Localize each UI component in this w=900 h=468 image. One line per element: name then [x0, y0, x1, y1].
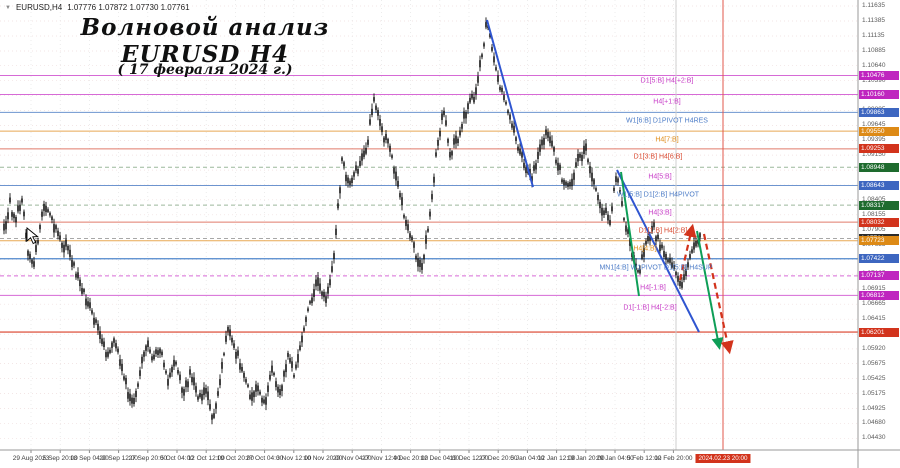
price-level-badge: 1.10160 [859, 90, 899, 99]
february-downtrend-line [616, 169, 700, 333]
price-tick-label: 1.04925 [862, 404, 886, 412]
wave-annotation: D1[3:B] H4[6:B] [633, 153, 683, 161]
time-axis-label: 12 Oct 12:00 [187, 455, 225, 462]
wave-annotation: H4[4:B] [633, 245, 657, 253]
wave-annotation: H4[3:B] [648, 209, 672, 217]
price-level-badge: 1.10476 [859, 71, 899, 81]
price-level-badge: 1.06812 [859, 290, 899, 300]
chart-title: Волновой анализ EURUSD H4 [80, 14, 330, 68]
wave-annotation: W1[5:B] D1[2:B] H4PIVOT [616, 191, 700, 199]
green-impulse-line [620, 171, 640, 297]
wave-annotation: H4[+1:B] [653, 98, 681, 106]
price-tick-label: 1.11385 [862, 17, 886, 24]
time-axis-label: 5 Oct 04:00 [160, 455, 194, 462]
time-axis-label: 5 Jan 04:00 [510, 455, 545, 462]
time-axis-label: 19 Dec 12:00 [449, 455, 489, 462]
price-level-badge: 1.06201 [859, 327, 899, 337]
symbol-ohlc-header: ▼ EURUSD,H4 1.07776 1.07872 1.07730 1.07… [5, 3, 190, 12]
symbol-period-label: EURUSD,H4 [15, 3, 63, 12]
price-tick-label: 1.06415 [862, 315, 886, 323]
time-axis-label: 20 Sep 12:00 [99, 455, 138, 462]
time-axis-label: 19 Oct 20:00 [216, 455, 255, 462]
price-tick-label: 1.11135 [862, 32, 885, 39]
price-tick-label: 1.05425 [862, 374, 886, 382]
time-axis-label: 12 Dec 04:00 [420, 455, 460, 462]
time-axis-label: 12 Jan 12:00 [537, 455, 576, 462]
chart-subtitle: ( 17 февраля 2024 г.) [117, 62, 293, 78]
red-forecast-arrow-up [678, 223, 697, 281]
price-level-badge: 1.07422 [859, 254, 899, 264]
time-axis-label: 19 Jan 20:00 [567, 455, 605, 462]
price-tick-label: 1.08155 [862, 210, 886, 218]
price-tick-label: 1.08405 [862, 195, 886, 203]
price-level-badge: 1.09550 [859, 126, 899, 136]
green-forecast-arrow [696, 230, 724, 350]
time-axis-highlight-badge: 2024.02.23 20:00 [695, 453, 751, 463]
wave-annotation: H4[5:B] [648, 173, 672, 181]
symbol-dropdown-icon[interactable]: ▼ [5, 4, 11, 11]
wave-annotation: D1[5:B] H4[+2:B] [640, 77, 694, 85]
time-axis-label: 4 Dec 20:00 [393, 455, 429, 462]
wave-annotation: H4[7:B] [655, 136, 679, 144]
wave-annotation: D1[1:B] H4[2:B] [638, 227, 688, 235]
time-axis-label: 10 Nov 20:00 [303, 455, 343, 462]
price-tick-label: 1.05175 [862, 389, 886, 397]
time-axis-label: 12 Feb 20:00 [654, 455, 693, 462]
price-tick-label: 1.11635 [862, 2, 886, 9]
price-tick-label: 1.10640 [862, 61, 886, 69]
price-tick-label: 1.04430 [862, 434, 886, 442]
price-tick-label: 1.06915 [862, 285, 886, 293]
price-level-badge: 1.07137 [859, 271, 899, 281]
ohlc-values: 1.07776 1.07872 1.07730 1.07761 [67, 3, 190, 12]
price-tick-label: 1.09645 [862, 121, 886, 129]
time-axis-label: 27 Dec 20:00 [478, 455, 518, 462]
price-level-badge: 1.07723 [859, 236, 899, 246]
price-tick-label: 1.10390 [862, 76, 886, 84]
price-level-badge: 1.08948 [859, 162, 899, 172]
wave-annotation: MN1[4:B] W1PIVOT D1[5:B] H4SUP [599, 264, 713, 272]
price-tick-label: 1.06665 [862, 300, 886, 308]
time-axis-label: 29 Jan 04:00 [596, 455, 634, 462]
time-axis-label: 27 Sep 20:00 [128, 455, 168, 462]
candlestick-series [3, 17, 701, 425]
time-axis-label: 20 Nov 04:00 [332, 455, 372, 462]
time-axis-label: 5 Sep 20:00 [42, 455, 78, 462]
december-downtrend-line [486, 19, 534, 188]
price-tick-label: 1.07905 [862, 225, 886, 233]
time-axis-label: 27 Nov 12:00 [362, 455, 401, 462]
price-tick-label: 1.09150 [862, 151, 886, 159]
price-tick-label: 1.05675 [862, 359, 886, 367]
price-tick-label: 1.09395 [862, 136, 886, 144]
wave-annotation: H4[-1:B] [640, 284, 666, 292]
price-level-badge: 1.08643 [859, 181, 899, 191]
mouse-cursor-icon [26, 227, 39, 245]
price-tick-label: 1.04680 [862, 419, 886, 427]
wave-annotation: W1[6:B] D1PIVOT H4RES [626, 117, 708, 125]
wave-annotation: D1[-1:B] H4[-2:B] [623, 304, 677, 312]
price-level-badge: 1.08317 [859, 200, 899, 210]
time-axis-label: 3 Nov 12:00 [276, 455, 312, 462]
time-axis-label: 13 Sep 04:00 [70, 455, 109, 462]
time-axis-label: 29 Aug 2023 [12, 455, 50, 462]
price-level-badge: 1.09253 [859, 144, 899, 154]
price-tick-label: 1.05920 [862, 344, 886, 352]
time-axis-label: 5 Feb 12:00 [626, 455, 662, 462]
price-level-badge: 1.09863 [859, 107, 899, 117]
price-level-badge: 1.08032 [859, 217, 899, 227]
price-tick-label: 1.10885 [862, 47, 886, 54]
time-axis-label: 27 Oct 04:00 [245, 455, 284, 462]
